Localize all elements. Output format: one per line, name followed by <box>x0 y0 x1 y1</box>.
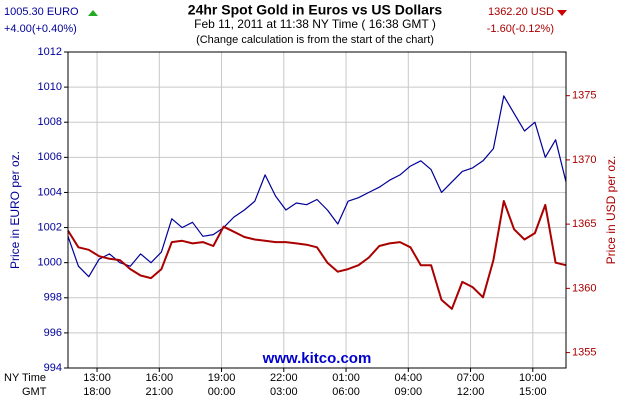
x-tick-label: 16:00 <box>146 372 174 384</box>
x-tick-label: 13:00 <box>83 372 111 384</box>
euro-price: 1005.30 EURO <box>4 6 79 18</box>
y-tick-label: 1006 <box>38 151 62 163</box>
up-arrow <box>88 10 98 16</box>
y-tick-label: 1004 <box>38 186 62 198</box>
x-tick-label: 07:00 <box>457 372 485 384</box>
x2-tick-label: 00:00 <box>208 386 236 398</box>
y-tick-label: 994 <box>44 362 62 374</box>
x2-tick-label: 18:00 <box>83 386 111 398</box>
x-tick-label: 04:00 <box>395 372 423 384</box>
y-tick-label: 1000 <box>38 257 62 269</box>
x2-tick-label: 15:00 <box>519 386 547 398</box>
y2-tick-label: 1365 <box>572 218 596 230</box>
plot-frame <box>67 51 567 369</box>
x-tick-label: 19:00 <box>208 372 236 384</box>
x2-tick-label: 09:00 <box>395 386 423 398</box>
y2-tick-label: 1355 <box>572 346 596 358</box>
chart-note: (Change calculation is from the start of… <box>196 34 434 46</box>
y-tick-label: 1002 <box>38 221 62 233</box>
series-line <box>67 200 567 310</box>
usd-change: -1.60(-0.12%) <box>487 23 554 35</box>
y2-tick-label: 1370 <box>572 154 596 166</box>
x-tick-label: 01:00 <box>332 372 360 384</box>
euro-change: +4.00(+0.40%) <box>4 23 77 35</box>
y-tick-label: 1008 <box>38 116 62 128</box>
x2-tick-label: 03:00 <box>270 386 298 398</box>
x-tick-label: 22:00 <box>270 372 298 384</box>
y-tick-label: 998 <box>44 292 62 304</box>
down-arrow <box>557 10 567 16</box>
y2-axis-label: Price in USD per oz. <box>604 156 618 265</box>
chart-title: 24hr Spot Gold in Euros vs US Dollars <box>188 2 443 18</box>
chart-subtitle: Feb 11, 2011 at 11:38 NY Time ( 16:38 GM… <box>194 17 436 31</box>
series-line <box>67 95 567 278</box>
watermark: www.kitco.com <box>262 350 372 367</box>
y2-tick-label: 1360 <box>572 282 596 294</box>
x-axis-label: NY Time <box>4 372 46 384</box>
x2-tick-label: 12:00 <box>457 386 485 398</box>
x-tick-label: 10:00 <box>519 372 547 384</box>
x2-tick-label: 21:00 <box>146 386 174 398</box>
x2-tick-label: 06:00 <box>332 386 360 398</box>
y2-tick-label: 1375 <box>572 90 596 102</box>
y-axis-label: Price in EURO per oz. <box>8 151 22 269</box>
y-tick-label: 1012 <box>38 46 62 58</box>
y-tick-label: 996 <box>44 327 62 339</box>
y-tick-label: 1010 <box>38 81 62 93</box>
x2-axis-label: GMT <box>22 386 47 398</box>
usd-price: 1362.20 USD <box>488 6 554 18</box>
